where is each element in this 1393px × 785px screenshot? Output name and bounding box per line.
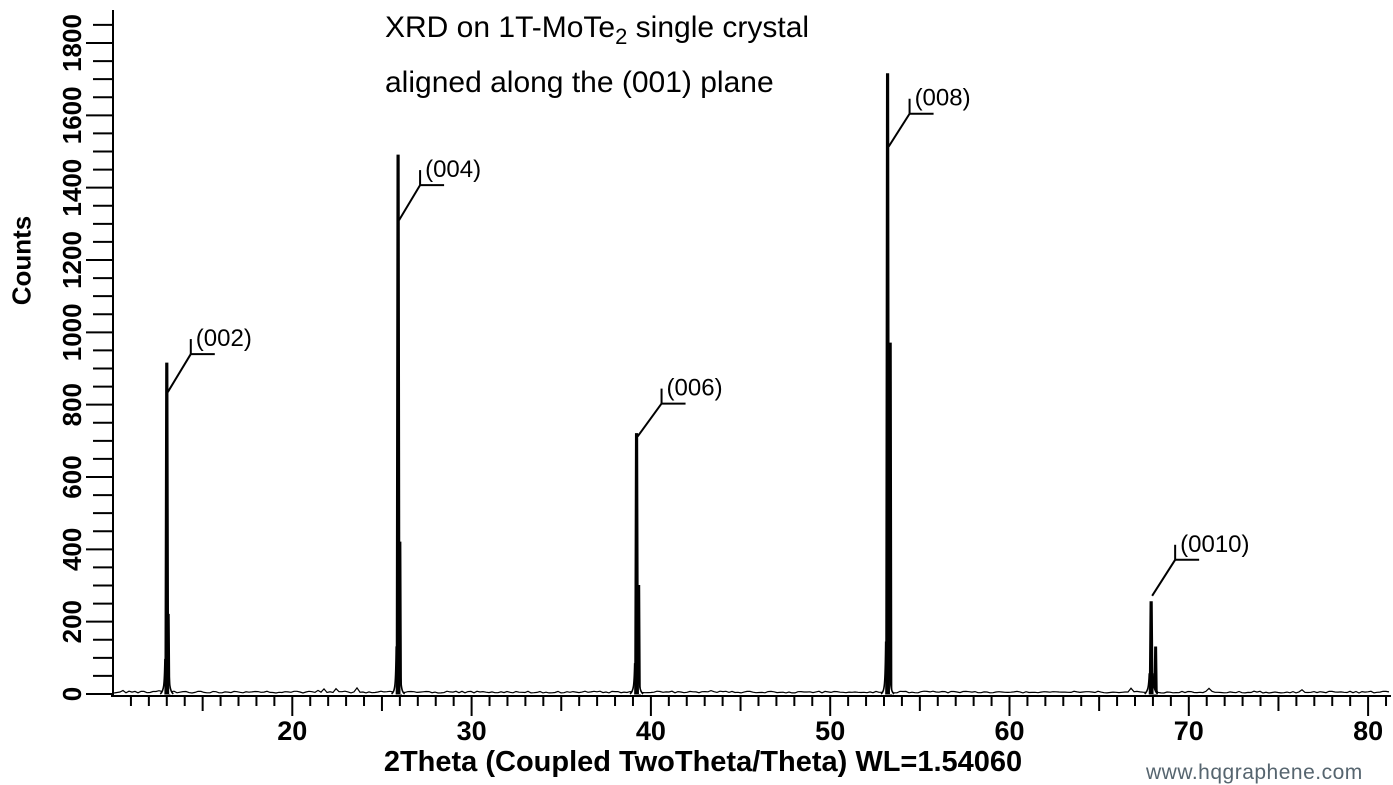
noise-baseline-trace xyxy=(113,686,1390,694)
x-tick-label-80: 80 xyxy=(1353,716,1383,746)
chart-title-line2: aligned along the (001) plane xyxy=(385,66,774,99)
x-tick-label-70: 70 xyxy=(1174,716,1204,746)
peak-006 xyxy=(634,433,639,695)
y-tick-label-400: 400 xyxy=(57,528,87,571)
y-tick-label-0: 0 xyxy=(57,687,87,701)
peak-label-008: (008) xyxy=(915,85,971,112)
x-tick-label-30: 30 xyxy=(457,716,487,746)
title-line1-pre: XRD on 1T-MoTe xyxy=(385,11,616,44)
peak-label-006: (006) xyxy=(667,375,723,402)
y-tick-label-200: 200 xyxy=(57,600,87,643)
y-tick-label-800: 800 xyxy=(57,383,87,426)
peak-label-0010: (0010) xyxy=(1180,531,1249,558)
x-axis-title: 2Theta (Coupled TwoTheta/Theta) WL=1.540… xyxy=(383,746,1023,778)
annotation-leader-008 xyxy=(887,113,911,148)
annotation-leader-002 xyxy=(166,353,192,393)
peak-002 xyxy=(164,362,170,695)
annotation-leader-006 xyxy=(636,403,663,438)
peak-label-004: (004) xyxy=(425,156,481,183)
y-tick-label-1600: 1600 xyxy=(57,86,87,144)
peak-004 xyxy=(395,154,401,695)
y-axis-title: Counts xyxy=(6,215,37,306)
chart-title: XRD on 1T-MoTe2 single crystal aligned a… xyxy=(385,5,809,106)
y-tick-label-1800: 1800 xyxy=(57,14,87,72)
x-tick-label-60: 60 xyxy=(994,716,1024,746)
peak-label-002: (002) xyxy=(196,325,252,352)
annotation-leader-0010 xyxy=(1151,559,1176,597)
y-tick-label-1000: 1000 xyxy=(57,303,87,361)
peak-008 xyxy=(885,73,890,695)
title-subscript: 2 xyxy=(615,24,628,49)
x-tick-label-40: 40 xyxy=(636,716,666,746)
peak-0010 xyxy=(1148,601,1154,695)
y-tick-label-600: 600 xyxy=(57,455,87,498)
title-line1-post: single crystal xyxy=(627,11,810,44)
y-tick-label-1400: 1400 xyxy=(57,159,87,217)
chart-title-line1: XRD on 1T-MoTe2 single crystal xyxy=(385,5,809,60)
x-tick-label-50: 50 xyxy=(815,716,845,746)
annotation-leader-004 xyxy=(398,184,421,221)
y-tick-label-1200: 1200 xyxy=(57,231,87,289)
x-tick-label-20: 20 xyxy=(277,716,307,746)
watermark-text: www.hqgraphene.com xyxy=(1146,761,1363,784)
